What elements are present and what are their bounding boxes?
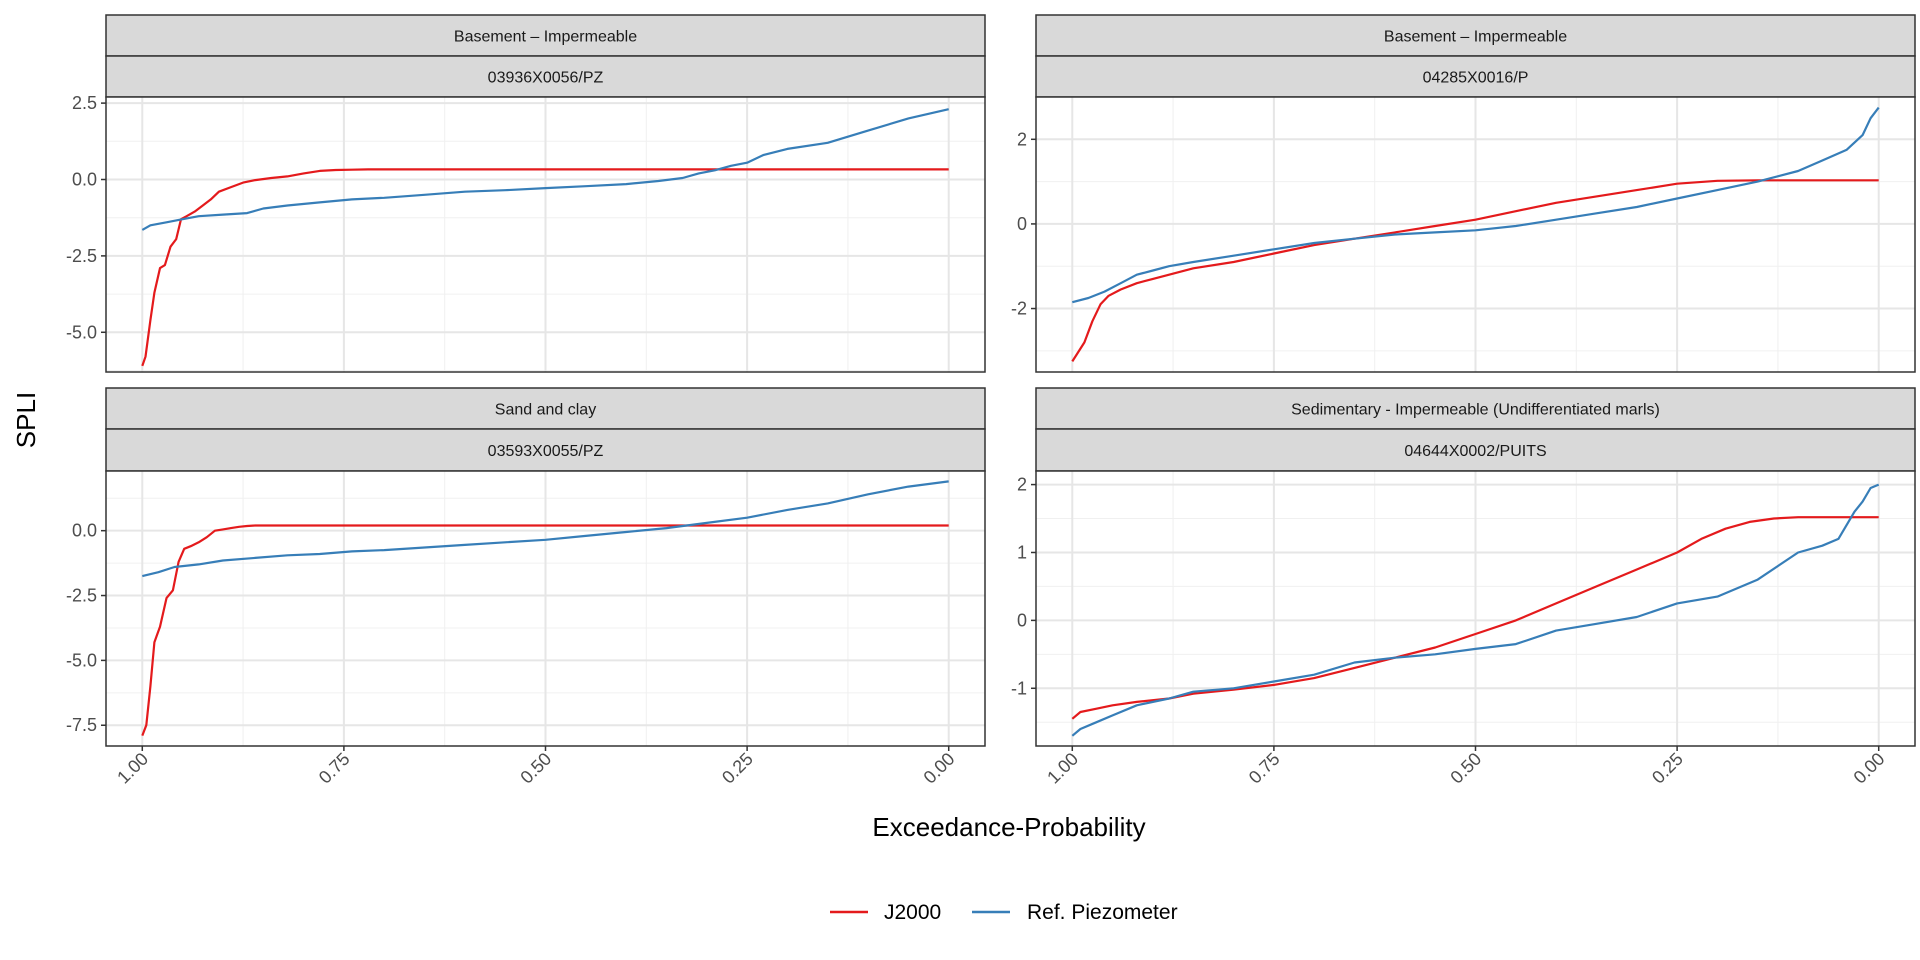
- strip-bottom-bg: [1035, 428, 1916, 472]
- legend-label-2: Ref. Piezometer: [1027, 901, 1178, 924]
- series-line-ref-piezometer: [1072, 106, 1880, 304]
- x-tick-label: 0.00: [920, 749, 959, 788]
- y-tick-label: -7.5: [66, 715, 97, 735]
- y-tick-label: 1: [1017, 542, 1027, 562]
- x-tick-label: 0.50: [1446, 749, 1485, 788]
- y-tick-label: -5.0: [66, 650, 97, 670]
- strip-bottom-bg: [105, 428, 986, 472]
- series-line-j2000: [1071, 516, 1879, 720]
- y-tick-label: -2.5: [66, 246, 97, 266]
- y-tick-label: 0: [1017, 214, 1027, 234]
- strip-bottom-label: 04644X0002/PUITS: [1404, 443, 1546, 460]
- y-tick-label: -5.0: [66, 322, 97, 342]
- y-tick-label: 0.0: [72, 170, 97, 190]
- y-tick-label: -2: [1011, 299, 1027, 319]
- y-tick-label: -1: [1011, 678, 1027, 698]
- strip-bottom-label: 03593X0055/PZ: [488, 443, 604, 460]
- y-axis-title: SPLI: [11, 392, 41, 448]
- y-tick-label: 0.0: [72, 521, 97, 541]
- x-tick-label: 1.00: [1043, 749, 1082, 788]
- y-tick-label: 2: [1017, 475, 1027, 495]
- y-tick-label: 2: [1017, 129, 1027, 149]
- panels-layer: Basement – Impermeable 03936X0056/PZ 2.5 0.…: [66, 14, 1916, 788]
- strip-top-label: Sedimentary - Impermeable (Undifferentia…: [1291, 402, 1660, 419]
- y-tick-label: -2.5: [66, 586, 97, 606]
- strip-top-bg: [1035, 14, 1916, 57]
- series-line-ref-piezometer: [141, 108, 949, 231]
- strip-top-bg: [105, 387, 986, 430]
- x-tick-label: 1.00: [113, 749, 152, 788]
- x-tick-label: 0.75: [1245, 749, 1284, 788]
- strip-bottom-label: 03936X0056/PZ: [488, 70, 604, 87]
- panel-3: Sand and clay 03593X0055/PZ 0.0 -2.5 -5.0 -7.…: [66, 387, 986, 788]
- strip-top-label: Basement – Impermeable: [1384, 29, 1567, 46]
- series-line-ref-piezometer: [1071, 483, 1880, 737]
- legend: J2000 Ref. Piezometer: [830, 901, 1178, 924]
- strip-top-bg: [105, 14, 986, 57]
- strip-bottom-label: 04285X0016/P: [1423, 70, 1529, 87]
- x-tick-label: 0.50: [516, 749, 555, 788]
- y-tick-label: 2.5: [72, 93, 97, 113]
- x-axis-title: Exceedance-Probability: [872, 812, 1145, 842]
- x-tick-label: 0.00: [1850, 749, 1889, 788]
- legend-label-1: J2000: [884, 901, 941, 924]
- series-line-j2000: [1071, 179, 1879, 362]
- x-tick-label: 0.25: [1648, 749, 1687, 788]
- strip-top-label: Basement – Impermeable: [454, 29, 637, 46]
- strip-bottom-bg: [105, 55, 986, 98]
- x-tick-label: 0.75: [315, 749, 354, 788]
- x-tick-label: 0.25: [718, 749, 757, 788]
- series-line-ref-piezometer: [142, 480, 949, 578]
- panel-2: Basement – Impermeable 04285X0016/P 2 0 -2: [1011, 14, 1916, 373]
- panel-border: [105, 96, 986, 373]
- panel-1: Basement – Impermeable 03936X0056/PZ 2.5 0.…: [66, 14, 986, 373]
- series-line-j2000: [141, 524, 949, 736]
- series-line-j2000: [141, 168, 949, 367]
- panel-4: Sedimentary - Impermeable (Undifferentia…: [1011, 387, 1916, 788]
- strip-top-label: Sand and clay: [495, 402, 596, 419]
- y-tick-label: 0: [1017, 610, 1027, 630]
- panel-border: [1035, 96, 1916, 373]
- strip-top-bg: [1035, 387, 1916, 430]
